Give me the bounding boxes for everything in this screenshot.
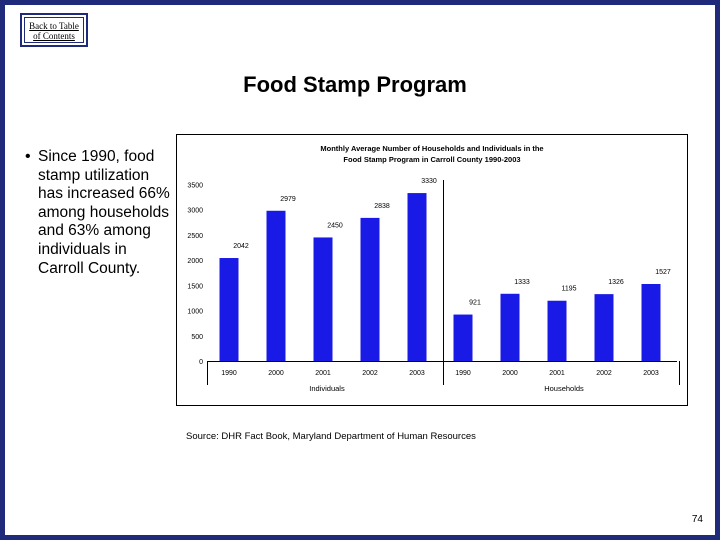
bar-value-label: 921 <box>469 300 481 307</box>
x-tick-label: 2002 <box>596 370 612 377</box>
bar-value-label: 1333 <box>514 279 530 286</box>
bar-chart-panel: Monthly Average Number of Households and… <box>176 134 688 406</box>
bar-individuals-2003 <box>407 193 427 361</box>
y-tick-label: 0 <box>199 359 203 366</box>
bar-individuals-2000 <box>266 210 286 361</box>
group-label-households: Households <box>544 384 584 393</box>
bar-value-label: 2838 <box>374 203 390 210</box>
bar-value-label: 2979 <box>280 196 296 203</box>
y-tick-label: 500 <box>191 334 203 341</box>
y-tick-label: 2500 <box>187 233 203 240</box>
bar-value-label: 1195 <box>561 286 576 293</box>
bar-value-label: 2450 <box>327 222 343 229</box>
page-number: 74 <box>691 514 703 525</box>
x-tick-label: 2000 <box>502 370 518 377</box>
x-tick-label: 2000 <box>268 370 284 377</box>
x-tick-label: 1990 <box>221 370 237 377</box>
x-tick-label: 2002 <box>362 370 378 377</box>
source-note: Source: DHR Fact Book, Maryland Departme… <box>186 431 476 442</box>
bar-individuals-2002 <box>360 217 380 361</box>
bar-value-label: 2042 <box>233 243 249 250</box>
x-tick-label: 2001 <box>315 370 331 377</box>
x-tick-label: 2003 <box>643 370 659 377</box>
bar-households-2001 <box>547 300 567 361</box>
page-title-text: Food Stamp Program <box>243 72 467 97</box>
x-tick-label: 2003 <box>409 370 425 377</box>
y-tick-label: 3000 <box>187 208 203 215</box>
x-tick-label: 2001 <box>549 370 565 377</box>
bar-households-2002 <box>594 294 614 361</box>
bullet-dot-icon: • <box>25 148 31 165</box>
bar-value-label: 1527 <box>655 269 671 276</box>
chart-title-line2: Food Stamp Program in Carroll County 199… <box>343 155 520 164</box>
bar-households-2003 <box>641 283 661 361</box>
bar-individuals-2001 <box>313 237 333 361</box>
y-tick-label: 1500 <box>187 283 203 290</box>
group-label-individuals: Individuals <box>309 384 345 393</box>
back-to-contents-link[interactable]: Back to Table of Contents <box>20 13 88 47</box>
back-link-line1: Back to Table <box>29 21 79 31</box>
bar-value-label: 3330 <box>421 178 437 185</box>
y-tick-label: 2000 <box>187 258 203 265</box>
back-link-line2: of Contents <box>33 31 75 41</box>
y-tick-label: 3500 <box>187 183 203 190</box>
bar-households-2000 <box>500 293 520 361</box>
bullet-text: Since 1990, food stamp utilization has i… <box>38 148 170 277</box>
x-tick-label: 1990 <box>455 370 471 377</box>
bar-value-label: 1326 <box>608 279 624 286</box>
page-title: Food Stamp Program <box>0 72 710 98</box>
bar-individuals-1990 <box>219 258 239 361</box>
chart-title-line1: Monthly Average Number of Households and… <box>320 144 543 153</box>
bar-chart: Monthly Average Number of Households and… <box>187 144 680 393</box>
bullet-point: • Since 1990, food stamp utilization has… <box>25 148 175 278</box>
y-tick-label: 1000 <box>187 309 203 316</box>
bar-households-1990 <box>453 314 473 361</box>
